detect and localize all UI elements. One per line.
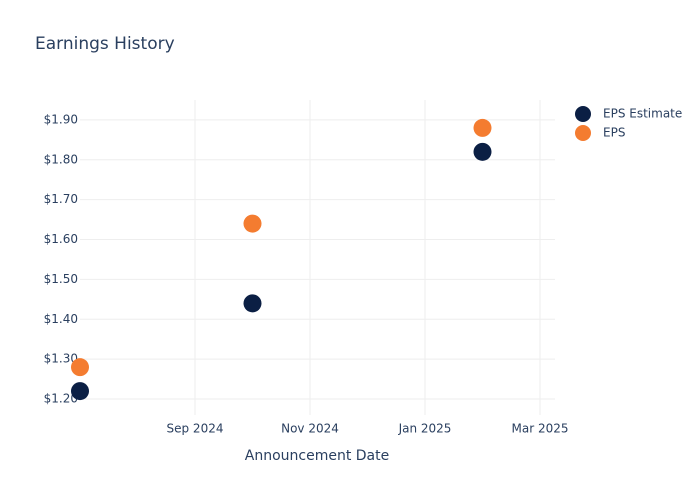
x-axis-label: Announcement Date <box>245 448 389 464</box>
data-point <box>71 382 89 401</box>
legend-label: EPS <box>603 126 625 140</box>
x-tick-label: Nov 2024 <box>281 422 339 436</box>
data-point <box>473 142 492 161</box>
data-point <box>71 358 89 377</box>
y-tick-label: $1.30 <box>44 352 78 366</box>
x-tick-label: Mar 2025 <box>512 422 569 436</box>
data-point <box>473 118 492 137</box>
data-point <box>243 214 262 233</box>
y-tick-label: $1.90 <box>44 112 78 126</box>
y-tick-label: $1.80 <box>44 152 78 166</box>
y-tick-label: $1.50 <box>44 272 78 286</box>
x-tick-label: Sep 2024 <box>167 422 224 436</box>
data-point <box>243 294 262 313</box>
y-tick-label: $1.60 <box>44 232 78 246</box>
y-tick-label: $1.40 <box>44 312 78 326</box>
legend-marker <box>575 106 591 122</box>
x-tick-label: Jan 2025 <box>398 422 452 436</box>
legend-marker <box>575 125 591 141</box>
y-tick-label: $1.20 <box>44 392 78 406</box>
legend-label: EPS Estimate <box>603 107 682 121</box>
chart-title: Earnings History <box>35 34 175 54</box>
y-tick-label: $1.70 <box>44 192 78 206</box>
